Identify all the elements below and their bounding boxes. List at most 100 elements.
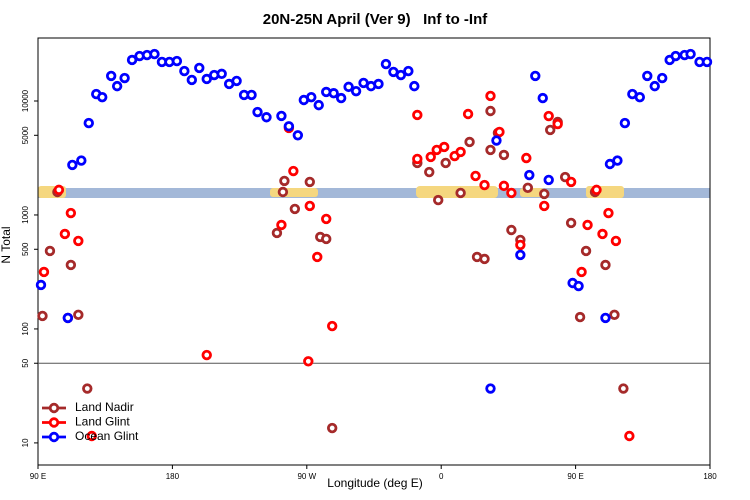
point: [552, 118, 563, 130]
point: [321, 213, 332, 225]
point: [462, 108, 474, 120]
point: [149, 48, 160, 60]
point: [44, 245, 56, 257]
point: [279, 175, 290, 187]
point: [597, 228, 608, 240]
point: [521, 152, 532, 164]
point: [600, 312, 611, 324]
point: [276, 219, 287, 231]
y-tick-label: 50: [21, 358, 30, 367]
point: [395, 69, 407, 81]
point: [425, 151, 436, 163]
point: [271, 227, 283, 239]
point: [283, 121, 295, 132]
point: [82, 383, 93, 394]
point: [326, 422, 338, 434]
point: [73, 309, 84, 321]
point: [306, 91, 317, 103]
point: [76, 155, 87, 166]
point: [582, 219, 593, 231]
point: [312, 251, 323, 263]
point: [543, 110, 554, 122]
point: [506, 187, 517, 199]
point: [455, 187, 466, 199]
plot-frame: [37, 37, 711, 466]
point: [539, 200, 550, 212]
point: [83, 117, 94, 129]
x-tick-label: 90 E: [567, 472, 583, 481]
point: [289, 203, 301, 215]
point: [409, 80, 420, 92]
band-land: [270, 188, 318, 197]
point: [539, 188, 550, 200]
point: [485, 144, 496, 156]
point: [412, 109, 423, 121]
point: [201, 73, 212, 85]
x-tick-label: 0: [439, 472, 444, 481]
point: [380, 58, 392, 70]
point: [321, 233, 332, 245]
point: [565, 176, 577, 188]
point: [433, 194, 444, 206]
point: [440, 157, 451, 169]
point: [603, 207, 614, 219]
point: [609, 309, 620, 321]
x-tick-label: 180: [703, 472, 717, 481]
point: [53, 184, 65, 196]
y-axis-label: N Total: [0, 226, 13, 263]
point: [685, 48, 696, 60]
point: [313, 99, 324, 111]
point: [479, 179, 490, 191]
y-tick-label: 10000: [21, 89, 30, 112]
point: [573, 280, 584, 292]
point: [543, 174, 554, 186]
point: [498, 149, 510, 161]
point: [350, 85, 362, 97]
point: [288, 165, 299, 177]
point: [485, 90, 496, 102]
point: [292, 130, 304, 141]
point: [612, 155, 623, 166]
point: [86, 430, 97, 442]
point: [565, 217, 577, 229]
point: [455, 146, 466, 158]
legend-label: Ocean Glint: [75, 429, 139, 443]
x-tick-label: 180: [166, 472, 180, 481]
point: [111, 80, 123, 92]
legend-label: Land Nadir: [75, 400, 134, 414]
point: [67, 159, 78, 171]
point: [304, 200, 315, 212]
point: [701, 56, 713, 68]
point: [171, 55, 183, 67]
point: [524, 169, 535, 181]
point: [491, 135, 502, 146]
point: [580, 245, 592, 257]
point: [65, 207, 77, 219]
point: [600, 259, 611, 271]
point: [231, 75, 242, 87]
point: [464, 136, 475, 148]
point: [304, 176, 315, 188]
point: [179, 65, 190, 77]
point: [634, 91, 646, 103]
point: [485, 383, 496, 394]
point: [35, 279, 47, 291]
point: [326, 320, 338, 332]
land-band: [38, 186, 710, 198]
point: [642, 70, 653, 82]
point: [438, 141, 450, 153]
point: [38, 266, 50, 278]
point: [252, 106, 263, 118]
point: [119, 72, 130, 84]
point: [328, 88, 339, 99]
x-tick-label: 90 E: [30, 472, 46, 481]
point: [59, 228, 71, 240]
point: [303, 356, 314, 367]
series: [37, 105, 629, 434]
point: [73, 235, 84, 247]
x-axis-label: Longitude (deg E): [327, 476, 422, 490]
point: [261, 112, 272, 123]
legend-marker: [48, 402, 60, 414]
